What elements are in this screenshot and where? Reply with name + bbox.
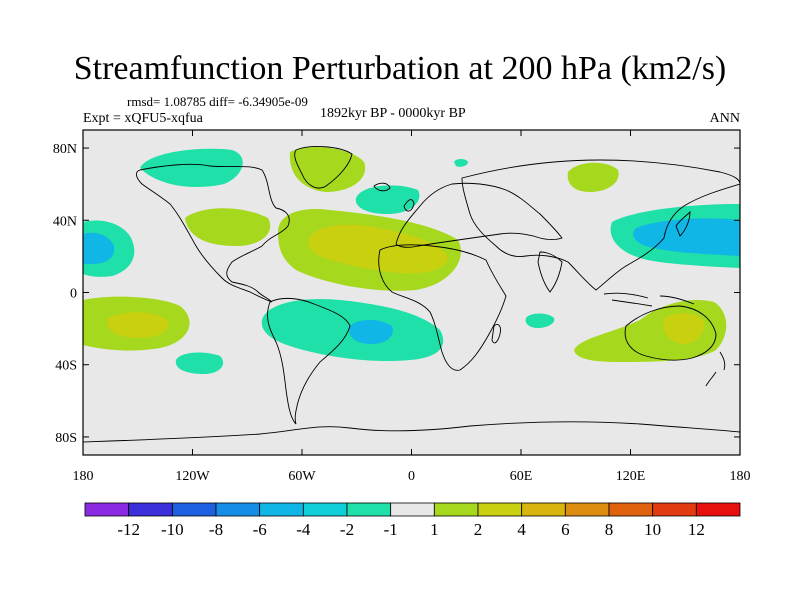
lon-tick-label: 120W [175, 469, 210, 484]
season-label: ANN [709, 111, 740, 126]
colorbar-swatch [128, 502, 173, 517]
colorbar-swatch [302, 502, 348, 517]
lon-tick-label: 120E [616, 469, 646, 484]
colorbar-label: 6 [561, 520, 570, 539]
coastline-greenland [294, 146, 353, 189]
map-title: Streamfunction Perturbation at 200 hPa (… [73, 50, 727, 87]
contour-positive-north-pacific [185, 208, 271, 246]
colorbar-label: -12 [117, 520, 140, 539]
coastlines [83, 146, 740, 443]
colorbar-label: -10 [161, 520, 184, 539]
colorbar-label: 10 [644, 520, 661, 539]
lon-tick-label: 0 [408, 469, 415, 484]
lon-tick-label: 180 [73, 469, 94, 484]
coastline-africa [378, 244, 507, 371]
contour-positive-atlantic-inner [308, 224, 448, 274]
colorbar-swatch [390, 502, 435, 517]
experiment-label: Expt = xQFU5-xqfua [83, 111, 203, 126]
colorbar-swatch [521, 502, 566, 517]
coastline-south-america [267, 297, 351, 425]
coastline-new-zealand [705, 351, 726, 387]
lon-tick-label: 60W [288, 469, 316, 484]
contour-negative-west-pacific-inner [83, 232, 115, 264]
colorbar-swatch [477, 502, 523, 517]
lat-tick-label: 40N [53, 214, 77, 229]
colorbar-swatch [171, 502, 217, 517]
contour-negative-arctic-small [454, 159, 468, 167]
contour-negative-east-pacific-inner [633, 218, 740, 256]
colorbar: -12 -10 -8 -6 -4 -2 -1 1 2 4 6 8 10 12 [84, 502, 741, 539]
coastline-madagascar [491, 323, 501, 344]
colorbar-label: -6 [253, 520, 267, 539]
contour-negative-indian-ocean [525, 313, 555, 328]
contour-negative-north-atlantic [355, 185, 420, 214]
colorbar-label: 2 [474, 520, 483, 539]
colorbar-swatch [215, 502, 261, 517]
lat-tick-label: 0 [70, 287, 77, 302]
coastline-iceland [373, 182, 391, 192]
latitude-ticks: 80N 40N 0 40S 80S [53, 142, 740, 446]
coastline-asia [461, 159, 740, 291]
contour-positive-eurasia [567, 162, 619, 192]
contour-positive-greenland [289, 147, 366, 192]
stats-text: rmsd= 1.08785 diff= -6.34905e-09 [127, 94, 308, 109]
colorbar-swatch [433, 502, 479, 517]
lon-tick-label: 60E [510, 469, 533, 484]
colorbar-label: -2 [340, 520, 354, 539]
coastline-indonesia [603, 292, 695, 307]
period-label: 1892kyr BP - 0000kyr BP [320, 106, 466, 121]
colorbar-label: 8 [605, 520, 614, 539]
lat-tick-label: 80S [55, 431, 77, 446]
colorbar-label: 4 [517, 520, 526, 539]
lat-tick-label: 40S [55, 359, 77, 374]
contour-fields [83, 147, 740, 374]
coastline-antarctica [83, 421, 740, 443]
colorbar-swatch [259, 502, 304, 517]
coastline-north-america [135, 163, 290, 303]
colorbar-label: 1 [430, 520, 439, 539]
longitude-ticks: 180 120W 60W 0 60E 120E 180 [73, 130, 751, 484]
colorbar-swatch [652, 502, 697, 517]
colorbar-label: -1 [384, 520, 398, 539]
contour-positive-pacific-south-inner [107, 312, 169, 338]
colorbar-swatch [564, 502, 610, 517]
coastline-australia [624, 305, 717, 361]
coastline-india [537, 251, 563, 293]
contour-positive-australia-inner [663, 313, 705, 344]
colorbar-swatch [695, 502, 741, 517]
coastline-uk [403, 199, 415, 212]
colorbar-swatch [84, 502, 130, 517]
coastline-europe [395, 182, 563, 248]
colorbar-label: -4 [296, 520, 311, 539]
colorbar-label: -8 [209, 520, 223, 539]
contour-negative-south-pacific [175, 352, 224, 374]
coastline-japan [675, 210, 691, 237]
colorbar-swatch [346, 502, 392, 517]
contour-negative-south-america-inner [349, 320, 393, 344]
contour-negative-arctic [140, 148, 243, 187]
lon-tick-label: 180 [730, 469, 751, 484]
colorbar-label: 12 [688, 520, 705, 539]
lat-tick-label: 80N [53, 142, 77, 157]
colorbar-swatch [608, 502, 654, 517]
